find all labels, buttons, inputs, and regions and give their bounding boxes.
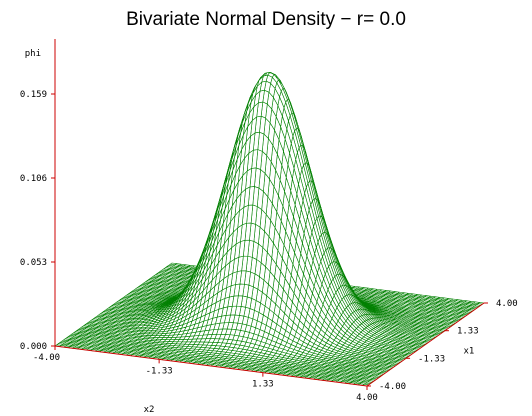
axis-labels: 0.000 0.053 0.106 0.159 phi -4.00 -1.33 1.33 4.0… <box>20 49 518 415</box>
x1-tick-label: 1.33 <box>457 327 479 337</box>
x1-tick-label: -1.33 <box>418 354 445 364</box>
z-tick-label: 0.159 <box>20 90 47 100</box>
x1-axis-line <box>366 302 485 387</box>
chart-title: Bivariate Normal Density − r= 0.0 <box>126 9 406 30</box>
x1-tick-label: 4.00 <box>496 299 518 309</box>
x2-tick-label: 4.00 <box>356 393 378 403</box>
x2-axis-label: x2 <box>144 405 155 415</box>
z-tick-label: 0.053 <box>20 258 47 268</box>
z-tick-label: 0.000 <box>20 342 47 352</box>
x2-axis-line <box>54 345 368 387</box>
axes <box>51 39 488 390</box>
x2-tick-label: -4.00 <box>33 353 60 363</box>
x1-axis-label: x1 <box>464 347 475 357</box>
x1-tick-label: -4.00 <box>379 382 406 392</box>
z-axis-label: phi <box>25 49 41 59</box>
z-tick-label: 0.106 <box>20 174 47 184</box>
x2-tick-label: -1.33 <box>146 366 173 376</box>
surface-mesh <box>54 71 485 387</box>
x2-tick-label: 1.33 <box>252 380 274 390</box>
